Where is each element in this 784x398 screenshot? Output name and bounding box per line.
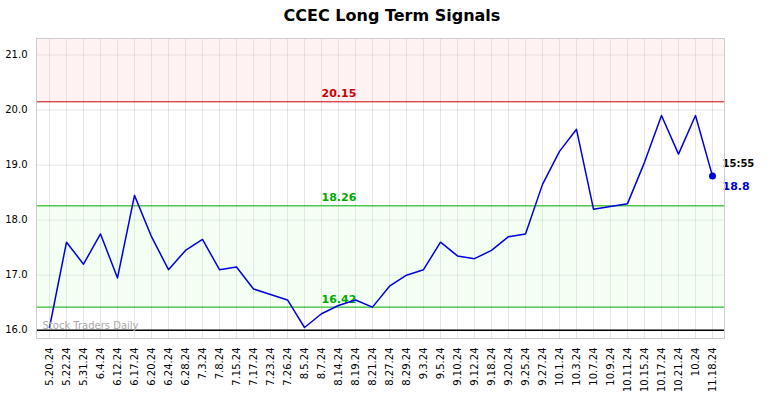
svg-text:11.18.24: 11.18.24	[707, 348, 718, 393]
svg-text:8.7.24: 8.7.24	[316, 348, 327, 380]
svg-text:Stock Traders Daily: Stock Traders Daily	[43, 320, 139, 331]
svg-text:16.42: 16.42	[322, 293, 357, 306]
svg-text:7.8.24: 7.8.24	[214, 348, 225, 380]
svg-text:10.17.24: 10.17.24	[656, 348, 667, 393]
svg-text:10.3.24: 10.3.24	[571, 348, 582, 386]
svg-text:6.28.24: 6.28.24	[180, 348, 191, 386]
svg-text:19.0: 19.0	[5, 159, 27, 170]
svg-text:16.0: 16.0	[5, 324, 27, 335]
svg-text:7.15.24: 7.15.24	[231, 348, 242, 386]
svg-text:10.9.24: 10.9.24	[605, 348, 616, 386]
svg-text:7.17.24: 7.17.24	[248, 348, 259, 386]
svg-text:10.1.24: 10.1.24	[554, 348, 565, 386]
svg-text:10.21.24: 10.21.24	[673, 348, 684, 393]
svg-text:20.0: 20.0	[5, 104, 27, 115]
svg-text:17.0: 17.0	[5, 269, 27, 280]
svg-text:7.23.24: 7.23.24	[265, 348, 276, 386]
svg-text:20.15: 20.15	[322, 87, 357, 100]
svg-text:9.27.24: 9.27.24	[537, 348, 548, 386]
svg-text:8.27.24: 8.27.24	[384, 348, 395, 386]
svg-text:10.11.24: 10.11.24	[622, 348, 633, 393]
svg-text:7.26.24: 7.26.24	[282, 348, 293, 386]
svg-text:6.12.24: 6.12.24	[112, 348, 123, 386]
svg-text:18.0: 18.0	[5, 214, 27, 225]
svg-text:15:55: 15:55	[723, 158, 755, 169]
html-text:CCEC Long Term Signals: CCEC Long Term Signals	[283, 6, 501, 25]
svg-text:10.7.24: 10.7.24	[588, 348, 599, 386]
svg-text:8.21.24: 8.21.24	[367, 348, 378, 386]
svg-text:6.4.24: 6.4.24	[95, 348, 106, 380]
svg-text:21.0: 21.0	[5, 49, 27, 60]
svg-text:8.5.24: 8.5.24	[299, 348, 310, 380]
svg-text:8.14.24: 8.14.24	[333, 348, 344, 386]
svg-text:5.22.24: 5.22.24	[61, 348, 72, 386]
svg-text:18.26: 18.26	[322, 191, 357, 204]
svg-text:18.8: 18.8	[723, 180, 750, 193]
svg-text:10.24: 10.24	[690, 348, 701, 377]
svg-text:9.18.24: 9.18.24	[486, 348, 497, 386]
svg-text:8.29.24: 8.29.24	[401, 348, 412, 386]
svg-text:9.12.24: 9.12.24	[469, 348, 480, 386]
svg-text:6.17.24: 6.17.24	[129, 348, 140, 386]
svg-text:6.24.24: 6.24.24	[163, 348, 174, 386]
svg-text:9.20.24: 9.20.24	[503, 348, 514, 386]
svg-text:8.19.24: 8.19.24	[350, 348, 361, 386]
svg-text:9.10.24: 9.10.24	[452, 348, 463, 386]
svg-text:5.31.24: 5.31.24	[78, 348, 89, 386]
svg-text:9.5.24: 9.5.24	[435, 348, 446, 380]
svg-text:10.15.24: 10.15.24	[639, 348, 650, 393]
svg-text:7.3.24: 7.3.24	[197, 348, 208, 380]
svg-text:9.25.24: 9.25.24	[520, 348, 531, 386]
svg-text:9.3.24: 9.3.24	[418, 348, 429, 380]
svg-text:5.20.24: 5.20.24	[44, 348, 55, 386]
svg-text:6.20.24: 6.20.24	[146, 348, 157, 386]
